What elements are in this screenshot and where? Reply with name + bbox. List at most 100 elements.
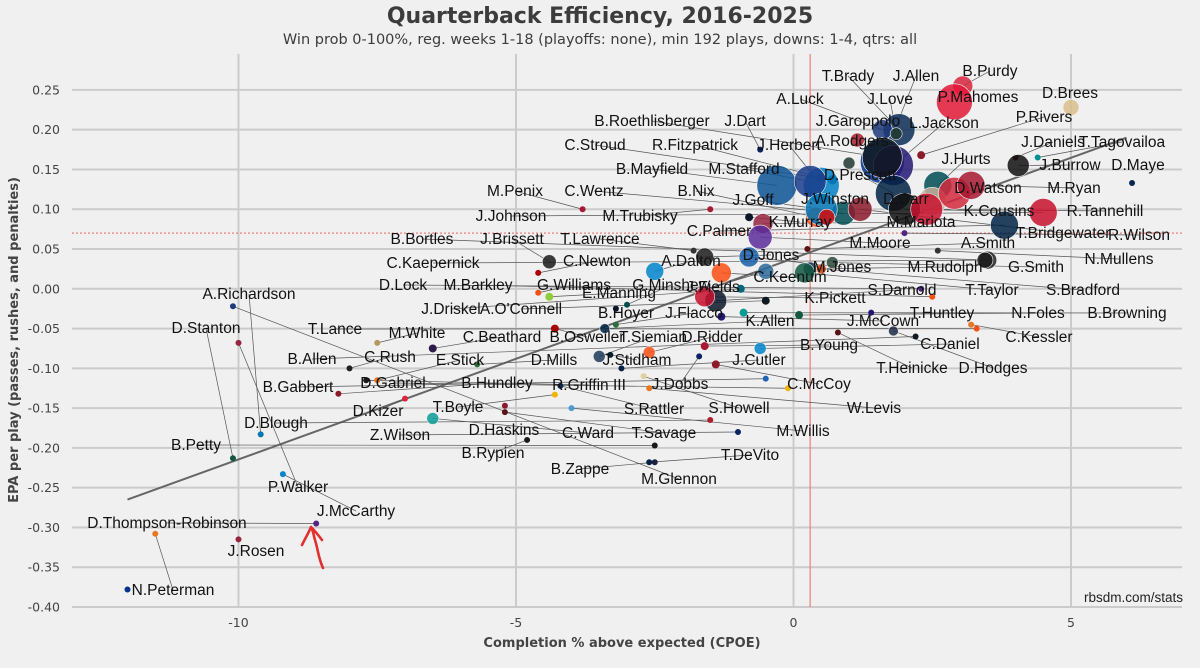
data-point (541, 254, 557, 270)
leader-line (744, 120, 761, 150)
data-point (738, 246, 760, 268)
data-point (690, 247, 697, 254)
data-point (917, 151, 926, 160)
data-point (646, 385, 653, 392)
data-point (761, 296, 770, 305)
leader-line (937, 250, 1120, 260)
leader-line (749, 256, 843, 268)
data-point (834, 329, 841, 336)
x-tick-label: 0 (790, 615, 798, 630)
leader-line (721, 316, 884, 322)
point-label: M.Barkley (444, 277, 513, 294)
data-point (826, 256, 839, 269)
data-point (501, 402, 508, 409)
leader-line (154, 533, 174, 591)
leader-line (804, 272, 993, 291)
point-label: J.Dart (724, 113, 766, 130)
y-tick-label: 0.05 (32, 242, 60, 257)
leader-line (926, 208, 1106, 212)
leader-line (721, 272, 791, 278)
data-point (695, 247, 715, 267)
point-label: B.Bortles (391, 231, 454, 248)
point-label: D.Gabriel (360, 375, 425, 392)
point-label: M.Willis (776, 423, 830, 440)
point-label: T.Savage (632, 425, 697, 442)
data-point (1028, 198, 1058, 227)
data-point (428, 344, 437, 353)
data-point (535, 289, 542, 296)
leader-line (450, 288, 741, 310)
data-point (651, 459, 658, 466)
point-label: J.McCarthy (317, 503, 396, 520)
point-label: R.Wilson (1108, 227, 1170, 244)
point-label: G.Williams (537, 277, 611, 294)
point-label: B.Nix (677, 183, 714, 200)
leader-line (1037, 141, 1123, 158)
point-label: J.Brissett (480, 231, 544, 248)
leader-line (248, 293, 262, 435)
leader-line (593, 190, 844, 214)
leader-line (799, 312, 1039, 316)
data-point (550, 324, 559, 333)
point-label: M.Trubisky (602, 208, 677, 225)
point-label: S.Howell (708, 400, 769, 417)
data-point (229, 303, 236, 310)
point-label: K.Murray (769, 214, 832, 231)
data-point (474, 361, 481, 368)
data-point (1062, 99, 1080, 116)
leader-line (311, 336, 916, 360)
point-label: B.Young (800, 337, 858, 354)
data-point (235, 339, 242, 346)
leader-line (971, 185, 1075, 189)
leader-line (760, 343, 951, 349)
data-point (735, 428, 741, 435)
data-point (795, 311, 804, 320)
point-label: M.White (389, 325, 446, 342)
point-label: J.Fields (686, 279, 740, 296)
point-label: C.Wentz (564, 183, 623, 200)
leader-line (712, 270, 766, 288)
data-point (257, 431, 264, 438)
point-label: M.Stafford (708, 161, 779, 178)
point-label: M.Glennon (641, 471, 717, 488)
leader-line (338, 382, 498, 395)
data-point (426, 412, 440, 425)
point-label: D.Prescott (824, 167, 897, 184)
point-label: D.Lock (379, 277, 427, 294)
data-point (910, 192, 944, 226)
data-point (745, 213, 754, 222)
leader-line (275, 419, 711, 424)
point-label: B.Allen (287, 351, 336, 368)
point-label: T.Lawrence (560, 231, 639, 248)
data-point (818, 208, 836, 226)
point-label: P.Rivers (1016, 109, 1073, 126)
leader-line (392, 382, 788, 389)
point-label: C.Kaepernick (386, 255, 479, 272)
data-point (642, 346, 656, 359)
data-point (901, 230, 908, 237)
point-label: B.Osweiler (550, 329, 625, 346)
leader-line (651, 168, 777, 186)
data-point (1129, 179, 1136, 186)
data-point (229, 455, 236, 462)
point-label: C.Daniel (920, 336, 979, 353)
point-label: J.Johnson (476, 208, 547, 225)
y-tick-label: 0.25 (32, 82, 60, 97)
point-label: D.Carr (883, 191, 929, 208)
leader-line (704, 344, 830, 347)
leader-line (477, 359, 555, 365)
data-point (607, 351, 614, 358)
point-label: R.Tannehill (1067, 203, 1144, 220)
point-label: R.Griffin III (552, 377, 626, 394)
leader-line (695, 190, 816, 218)
data-point (651, 442, 658, 449)
point-label: C.Newton (563, 253, 631, 270)
data-point (599, 323, 611, 334)
y-tick-label: -0.15 (28, 401, 60, 416)
data-point (1006, 154, 1030, 177)
point-label: D.Blough (244, 415, 308, 432)
point-label: C.Keenum (753, 269, 826, 286)
point-label: D.Jones (743, 247, 800, 264)
point-label: B.Zappe (551, 461, 610, 478)
